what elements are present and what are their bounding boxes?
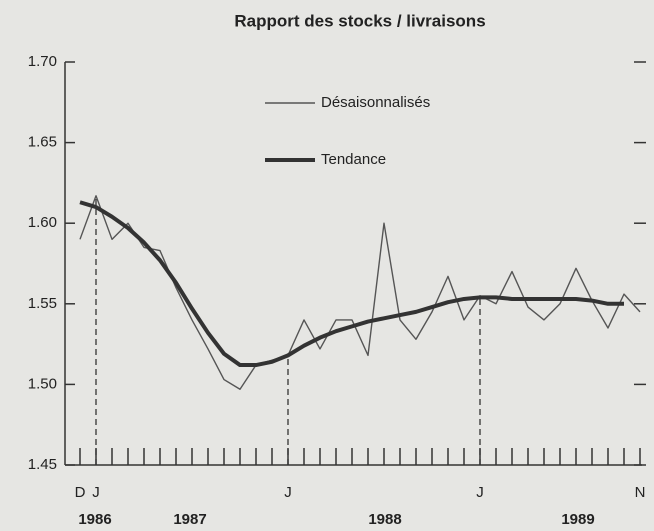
y-tick-label: 1.60 [28,214,57,231]
year-label: 1987 [173,511,206,528]
year-label: 1989 [561,511,594,528]
year-label: 1988 [368,511,401,528]
year-label: 1986 [78,511,111,528]
series-line [79,195,641,390]
y-tick-label: 1.55 [28,295,57,312]
y-tick-label: 1.45 [28,456,57,473]
y-tick-label: 1.65 [28,134,57,151]
x-tick-label: D [75,484,86,501]
x-tick-label: J [284,484,292,501]
chart-title: Rapport des stocks / livraisons [234,11,485,30]
legend-label: Tendance [321,151,386,168]
x-tick-label: N [635,484,646,501]
x-tick-label: J [476,484,484,501]
x-tick-label: J [92,484,100,501]
y-tick-label: 1.70 [28,53,57,70]
y-tick-label: 1.50 [28,375,57,392]
series-line [79,200,624,368]
legend-label: Désaisonnalisés [321,94,430,111]
